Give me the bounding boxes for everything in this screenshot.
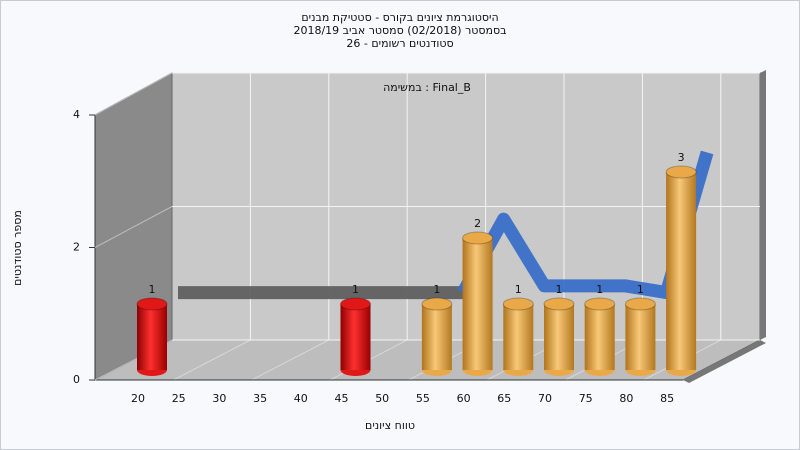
bar-body — [625, 304, 656, 370]
x-tick-label: 70 — [538, 392, 552, 405]
value-label: 1 — [515, 283, 522, 296]
bar — [665, 165, 697, 376]
title-line: היסטוגרמת ציונים בקורס - סטטיקת מבנים — [301, 11, 498, 24]
value-label: 1 — [596, 283, 603, 296]
y-tick-label: 2 — [73, 241, 80, 254]
bar-body — [584, 304, 615, 370]
bar-top — [624, 297, 656, 311]
floor-grid-line — [251, 339, 330, 381]
value-label: 1 — [352, 283, 359, 296]
value-label: 1 — [149, 283, 156, 296]
bar-top — [421, 297, 453, 311]
x-tick-label: 20 — [131, 392, 145, 405]
value-label: 1 — [556, 283, 563, 296]
x-tick-label: 30 — [212, 392, 226, 405]
bar — [462, 231, 494, 376]
bar — [421, 297, 453, 376]
bar-top — [543, 297, 575, 311]
bar-body — [544, 304, 574, 370]
x-tick-label: 55 — [416, 392, 430, 405]
x-tick-label: 75 — [579, 392, 593, 405]
grid-line — [94, 72, 173, 116]
bar-body — [340, 304, 371, 370]
bar-body — [503, 304, 534, 370]
y-tick-label: 4 — [73, 108, 80, 121]
back-wall-edge — [760, 70, 766, 340]
value-label: 1 — [433, 283, 440, 296]
x-tick-label: 50 — [375, 392, 389, 405]
bar — [502, 297, 534, 376]
x-tick-label: 25 — [172, 392, 186, 405]
value-label: 1 — [637, 283, 644, 296]
x-axis-label: טווח ציונים — [365, 419, 415, 432]
y-tick-label: 0 — [73, 373, 80, 386]
x-tick-label: 45 — [335, 392, 349, 405]
bar-body — [666, 172, 697, 370]
bar-top — [340, 297, 371, 311]
value-label: 3 — [678, 151, 685, 164]
bar-top — [136, 297, 168, 311]
x-tick-label: 60 — [457, 392, 471, 405]
bar-body — [462, 238, 493, 370]
x-tick-label: 35 — [253, 392, 267, 405]
annotation: במשימה : Final_B — [383, 81, 471, 94]
x-tick-label: 80 — [619, 392, 633, 405]
bar-top — [665, 165, 697, 179]
x-tick-label: 40 — [294, 392, 308, 405]
bar-top — [502, 297, 534, 311]
bar-body — [421, 304, 452, 370]
x-tick-label: 85 — [660, 392, 674, 405]
x-tick-label: 65 — [497, 392, 511, 405]
grid-line — [94, 206, 173, 248]
bar — [624, 297, 656, 376]
bar-top — [584, 297, 616, 311]
bar — [136, 297, 168, 376]
title-line: סטודנטים רשומים - 26 — [346, 37, 453, 50]
value-label: 2 — [474, 217, 481, 230]
floor-edge — [683, 340, 766, 383]
bar — [543, 297, 575, 376]
bar — [584, 297, 616, 376]
bar-top — [462, 231, 494, 245]
bar — [340, 297, 371, 376]
y-axis-label: מספר סטודנטים — [11, 210, 24, 286]
bar-body — [137, 304, 167, 370]
title-line: בסמסטר (02/2018) סמסטר אביב 2018/19 — [293, 24, 506, 37]
floor-grid-line — [173, 339, 251, 381]
